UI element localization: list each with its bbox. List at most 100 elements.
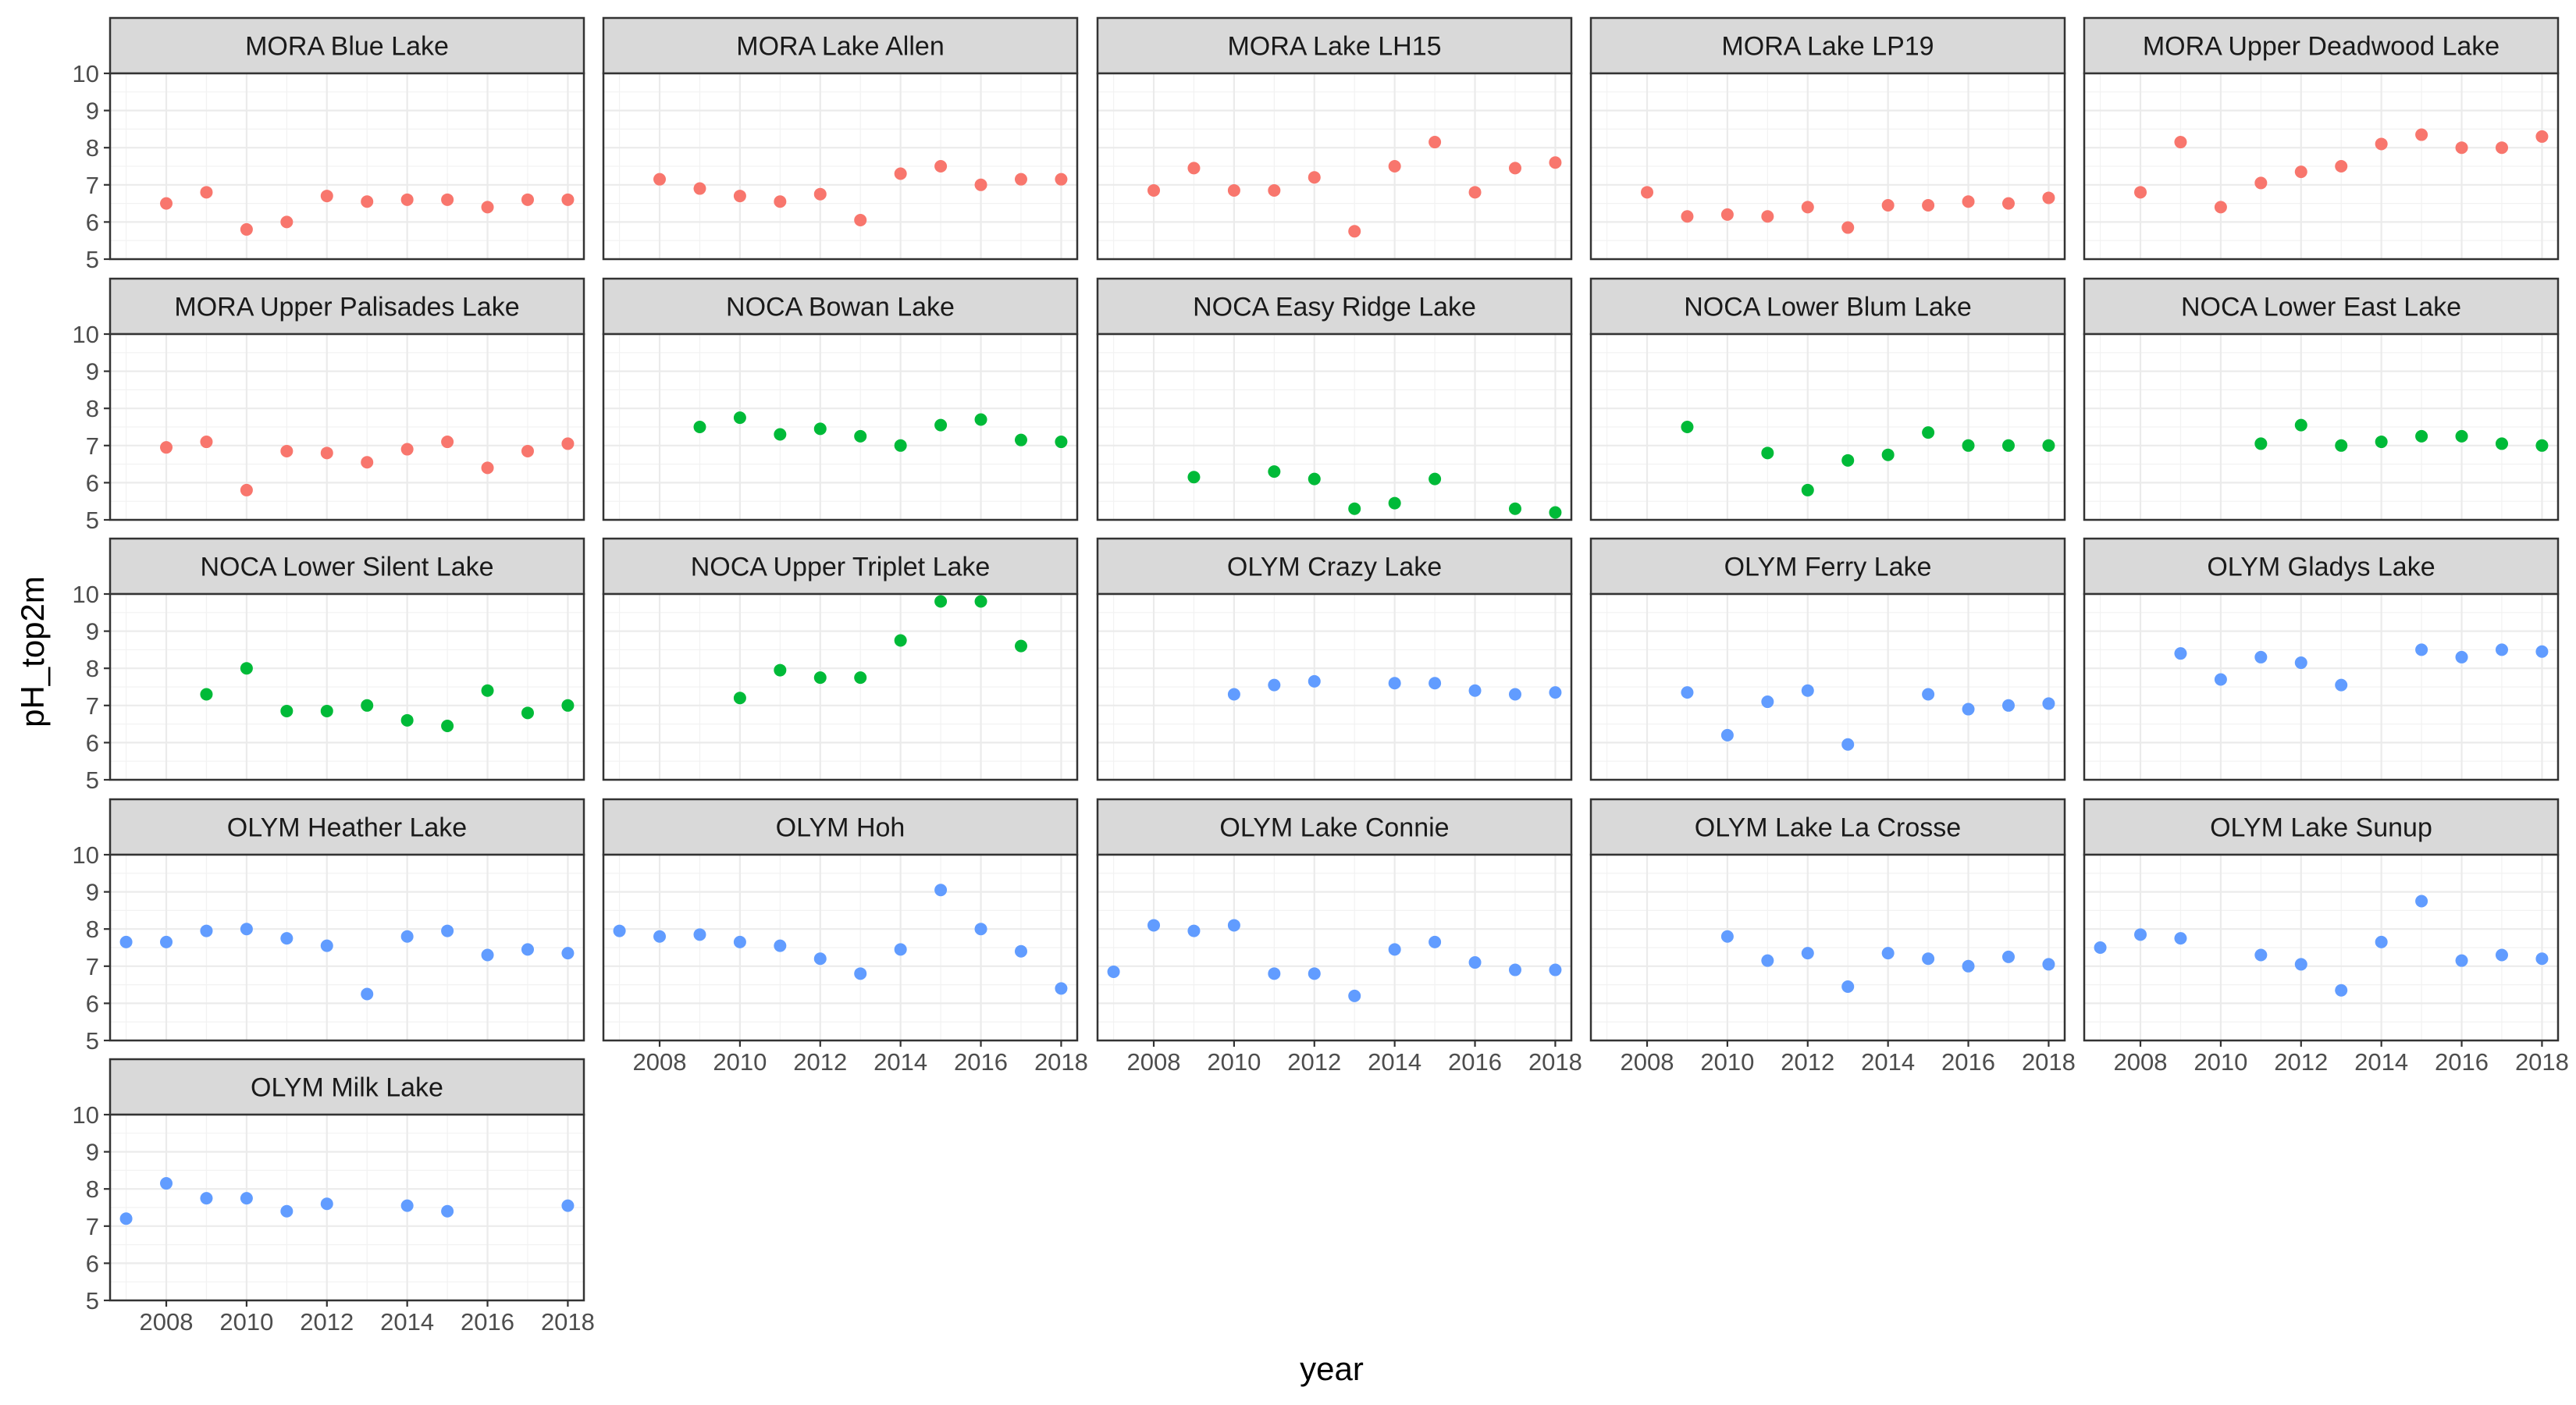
data-point [1881,448,1895,461]
x-tick-label: 2008 [2114,1048,2168,1076]
facet-strip [1589,277,2066,336]
data-point [441,924,454,937]
data-point [1641,186,1654,199]
x-tick-label: 2012 [1287,1048,1341,1076]
facet-strip-label: NOCA Lower East Lake [2181,293,2461,322]
data-point [2335,160,2348,173]
y-tick-label: 6 [86,469,99,496]
facet-panel: OLYM Lake La Crosse 2008 2010 2012 2014 2016 2… [1589,798,2076,1076]
facet-panel: OLYM Crazy Lake [1096,537,1573,781]
data-point [1468,186,1482,199]
x-tick-label: 2014 [1861,1048,1915,1076]
data-point [974,595,987,608]
data-point [1055,982,1068,995]
data-point [320,939,333,952]
data-point [2495,141,2508,155]
x-tick-label: 2008 [1621,1048,1674,1076]
data-point [894,167,907,180]
data-point [974,413,987,426]
data-point [1147,919,1161,932]
x-tick-label: 2016 [1448,1048,1502,1076]
y-tick-label: 10 [73,60,99,87]
facet-strip [2083,16,2560,75]
x-tick-label: 2014 [873,1048,927,1076]
facet-strip-label: OLYM Lake Sunup [2210,813,2432,843]
y-tick-label: 5 [86,246,99,273]
facet-strip-label: MORA Lake LP19 [1721,32,1934,62]
data-point [2042,958,2055,971]
data-point [1348,989,1361,1002]
facet-strip-label: MORA Blue Lake [245,32,449,62]
y-tick-label: 6 [86,208,99,236]
data-point [1681,210,1694,223]
x-tick-label: 2010 [1700,1048,1754,1076]
data-point [1014,639,1027,653]
data-point [361,456,374,469]
data-point [2001,950,2015,963]
panel-border [1096,72,1573,261]
facet-strip [1589,537,2066,596]
data-point [200,688,213,701]
facet-panel: OLYM Heather Lake 5 6 7 8 9 10 [73,798,585,1055]
data-point [1881,947,1895,960]
data-point [2335,984,2348,997]
panel-border [1589,333,2066,521]
y-tick-label: 9 [86,1139,99,1166]
facet-panel: OLYM Gladys Lake [2083,537,2560,781]
data-point [561,193,575,206]
x-tick-label: 2014 [380,1308,434,1336]
data-point [561,947,575,960]
x-tick-label: 2012 [1781,1048,1834,1076]
facet-strip [602,277,1079,336]
data-point [1962,195,1975,208]
panel-border [602,72,1079,261]
data-point [119,1212,133,1225]
data-point [1268,967,1281,980]
y-tick-label: 6 [86,1250,99,1277]
y-tick-label: 9 [86,358,99,386]
data-point [733,190,746,203]
facet-strip-label: NOCA Bowan Lake [726,293,955,322]
data-point [1388,943,1401,956]
data-point [1841,454,1855,467]
x-tick-label: 2014 [2354,1048,2408,1076]
data-point [1014,173,1027,186]
facet-strip [1096,537,1573,596]
facet-strip-label: OLYM Gladys Lake [2207,553,2435,582]
facet-panel: OLYM Ferry Lake [1589,537,2066,781]
data-point [2214,673,2227,686]
data-point [1227,688,1240,701]
facet-strip [602,537,1079,596]
panel-border [602,592,1079,781]
data-point [1429,677,1442,690]
x-tick-label: 2012 [300,1308,354,1336]
data-point [1761,954,1774,967]
facet-panel: OLYM Milk Lake 5 6 7 8 9 10 2008 2010 2012 2014 201… [73,1058,595,1336]
data-point [1055,436,1068,449]
panel-border [2083,72,2560,261]
data-point [280,1204,294,1218]
data-point [320,446,333,460]
data-point [200,186,213,199]
data-point [240,923,253,936]
data-point [894,439,907,452]
y-tick-label: 7 [86,692,99,720]
data-point [2254,948,2268,962]
data-point [561,699,575,712]
data-point [400,1199,414,1212]
data-point [200,1192,213,1205]
data-point [2294,958,2307,971]
x-tick-label: 2018 [2515,1048,2569,1076]
data-point [1508,688,1521,701]
facet-panel: NOCA Bowan Lake [602,277,1079,521]
data-point [441,436,454,449]
data-point [1962,702,1975,716]
data-point [400,930,414,943]
x-tick-label: 2010 [713,1048,767,1076]
y-tick-label: 5 [86,507,99,534]
data-point [2174,136,2187,149]
data-point [613,924,626,937]
data-point [1922,688,1935,701]
data-point [1720,728,1734,742]
data-point [481,948,494,962]
